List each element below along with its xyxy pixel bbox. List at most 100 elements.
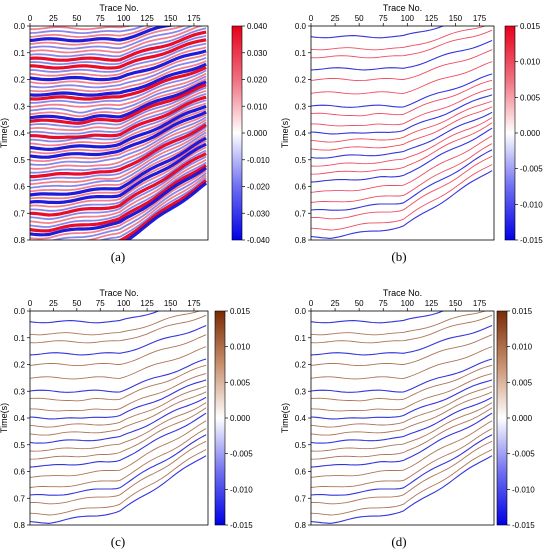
colorbar-tick-label: -0.030	[247, 209, 270, 218]
colorbar-tick-label: 0.030	[247, 49, 268, 58]
colorbar-tick-label: 0.000	[520, 129, 541, 138]
reflector-line	[30, 314, 207, 344]
seismic-reflector	[30, 35, 207, 66]
reflector-line	[311, 155, 493, 220]
colorbar-tick-label: 0.040	[247, 22, 268, 31]
y-tick-label: 0.3	[14, 387, 26, 396]
seismic-reflector	[30, 118, 207, 170]
y-tick-label: 0.6	[295, 183, 307, 192]
reflector-line	[30, 407, 207, 460]
y-tick-label: 0.6	[295, 468, 307, 477]
reflector-line	[311, 449, 493, 516]
y-tick-label: 0.0	[295, 307, 307, 316]
x-tick-label: 0	[309, 14, 314, 23]
seismic-reflector	[30, 110, 207, 159]
x-axis-label: Trace No.	[383, 288, 422, 298]
y-tick-label: 0.7	[14, 209, 26, 218]
seismic-reflector	[30, 26, 186, 46]
plot-area	[311, 311, 494, 525]
seismic-reflector	[30, 128, 207, 186]
colorbar-tick-label: 0.005	[520, 93, 541, 102]
reflector-line	[311, 73, 493, 108]
y-tick-label: 0.7	[295, 209, 307, 218]
x-tick-label: 0	[309, 299, 314, 308]
seismic-reflector	[50, 172, 207, 240]
y-tick-label: 0.3	[295, 387, 307, 396]
x-tick-label: 125	[425, 14, 439, 23]
seismic-reflector	[30, 131, 207, 189]
colorbar-tick-label: 0.015	[520, 22, 541, 31]
reflector-line	[311, 26, 487, 51]
colorbar-tick-label: 0.010	[247, 102, 268, 111]
x-tick-label: 0	[28, 299, 33, 308]
y-axis-label: Time(s)	[0, 403, 9, 433]
seismic-reflector	[30, 26, 194, 50]
seismic-reflector	[30, 158, 207, 225]
seismic-reflector	[30, 95, 207, 140]
colorbar-tick-label: 0.000	[512, 414, 533, 423]
seismic-reflector	[30, 146, 207, 208]
x-tick-label: 100	[117, 14, 131, 23]
seismic-reflector	[30, 134, 207, 193]
y-axis-label: Time(s)	[280, 403, 290, 433]
reflector-line	[30, 379, 207, 420]
reflector-line	[311, 428, 493, 488]
seismic-reflector	[30, 53, 207, 85]
x-tick-label: 75	[379, 14, 388, 23]
reflector-line	[30, 364, 207, 402]
y-tick-label: 0.1	[295, 49, 307, 58]
reflector-line	[311, 127, 493, 183]
x-tick-label: 75	[96, 14, 105, 23]
y-tick-label: 0.4	[295, 414, 307, 423]
x-tick-label: 100	[401, 299, 415, 308]
seismic-reflector	[30, 69, 207, 104]
seismic-reflector	[30, 62, 207, 97]
colorbar-tick-label: 0.005	[512, 378, 533, 387]
seismic-reflector	[30, 26, 176, 43]
y-tick-label: 0.0	[295, 22, 307, 31]
seismic-reflector	[30, 83, 207, 125]
seismic-reflector	[30, 121, 207, 174]
x-tick-label: 25	[331, 14, 340, 23]
y-tick-label: 0.7	[14, 494, 26, 503]
seismic-reflector	[30, 26, 146, 35]
x-tick-label: 50	[72, 14, 81, 23]
seismic-reflector	[30, 56, 207, 89]
reflector-line	[311, 420, 493, 478]
y-axis-label: Time(s)	[0, 118, 9, 148]
plot-area	[311, 26, 494, 240]
colorbar-tick-label: 0.015	[230, 307, 251, 316]
colorbar-tick-label: -0.010	[520, 200, 543, 209]
plot-background	[311, 311, 494, 525]
colorbar-tick-label: -0.010	[512, 485, 535, 494]
panel-d-caption: (d)	[391, 534, 407, 549]
plot-background	[311, 26, 494, 240]
reflector-line	[311, 143, 493, 203]
x-tick-label: 50	[72, 299, 81, 308]
y-tick-label: 0.0	[14, 307, 26, 316]
x-axis-label: Trace No.	[99, 288, 138, 298]
seismic-reflector	[30, 104, 207, 152]
colorbar-tick-label: -0.005	[520, 165, 543, 174]
seismic-reflector	[30, 60, 207, 93]
y-tick-label: 0.8	[295, 236, 307, 245]
reflector-line	[30, 428, 207, 488]
seismic-reflector	[30, 142, 207, 205]
x-tick-label: 25	[49, 14, 58, 23]
reflector-line	[311, 358, 493, 393]
reflector-line	[30, 311, 161, 324]
reflector-line	[311, 407, 493, 460]
seismic-reflector	[30, 116, 207, 166]
reflector-line	[311, 364, 493, 402]
chart-panel-c: 0 25 50 75 100 125 150 175 Trace No. 0.0 0.1 0.2 0.3…	[0, 288, 253, 530]
panel-c-caption: (c)	[110, 534, 126, 549]
seismic-reflector	[30, 108, 207, 155]
panel-a-caption: (a)	[110, 249, 126, 264]
reflector-line	[30, 449, 207, 516]
x-tick-label: 175	[473, 299, 487, 308]
colorbar-tick-label: -0.010	[230, 485, 253, 494]
seismic-reflector	[30, 89, 207, 132]
seismic-reflector	[30, 78, 207, 118]
seismic-reflector	[30, 149, 207, 212]
y-tick-label: 0.2	[295, 76, 307, 85]
